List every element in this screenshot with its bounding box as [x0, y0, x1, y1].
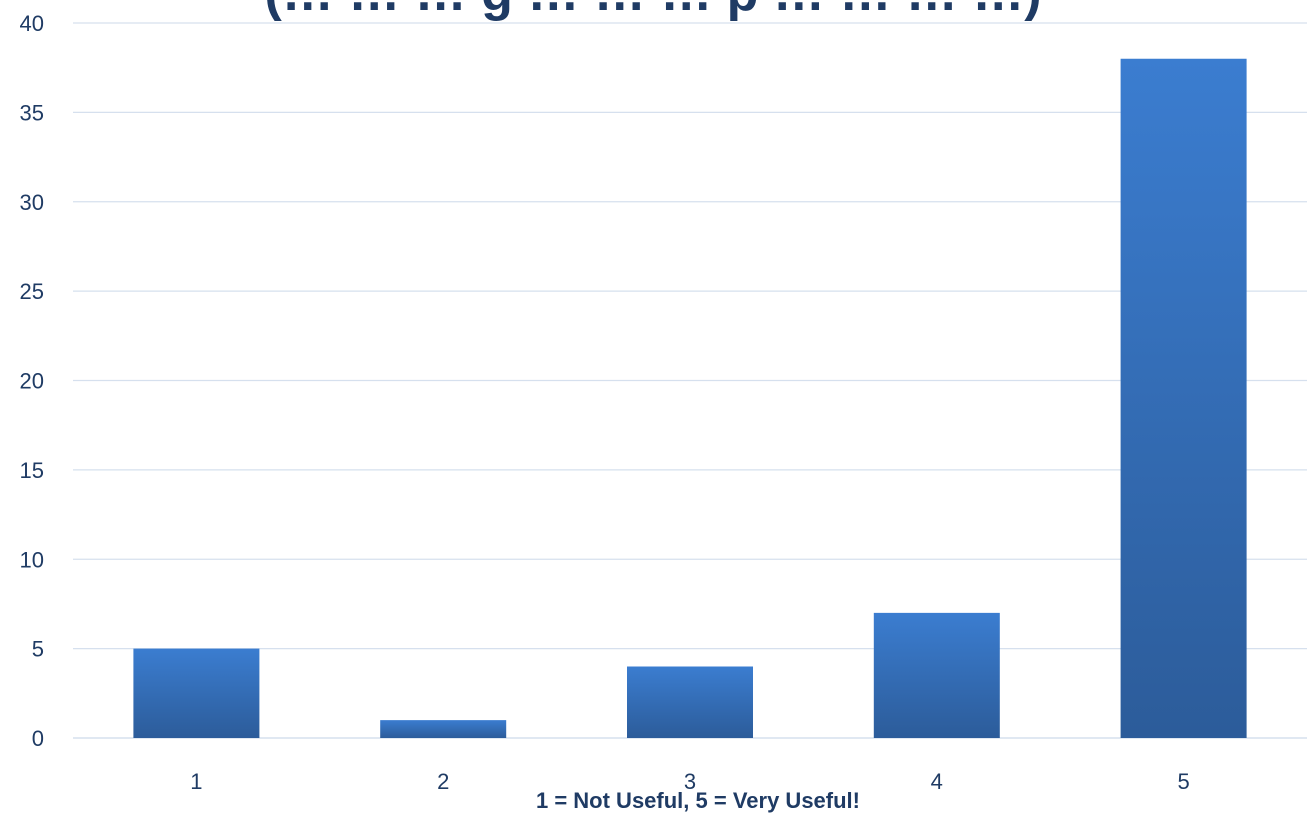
y-tick-label: 30 [20, 190, 44, 215]
x-axis-ticks: 1 2 3 4 5 [190, 769, 1189, 794]
y-tick-label: 10 [20, 547, 44, 572]
y-tick-label: 25 [20, 279, 44, 304]
x-axis-title: 1 = Not Useful, 5 = Very Useful! [536, 788, 860, 813]
x-tick-label: 2 [437, 769, 449, 794]
y-tick-label: 40 [20, 11, 44, 36]
y-tick-label: 20 [20, 369, 44, 394]
x-tick-label: 3 [684, 769, 696, 794]
gridlines [73, 22, 1307, 739]
bar-2 [380, 720, 507, 738]
chart-title: (… … … g … … … p … … … …) [264, 0, 1041, 22]
y-tick-label: 35 [20, 100, 44, 125]
bar-1 [133, 648, 260, 738]
x-tick-label: 4 [931, 769, 943, 794]
x-tick-label: 5 [1177, 769, 1189, 794]
bar-4 [873, 612, 1000, 738]
bar-5 [1120, 58, 1247, 738]
y-tick-label: 0 [32, 726, 44, 751]
x-tick-label: 1 [190, 769, 202, 794]
bars [133, 58, 1247, 738]
y-tick-label: 15 [20, 458, 44, 483]
y-tick-label: 5 [32, 637, 44, 662]
bar-3 [627, 666, 753, 738]
y-axis-ticks: 0 5 10 15 20 25 30 35 40 [20, 11, 44, 751]
